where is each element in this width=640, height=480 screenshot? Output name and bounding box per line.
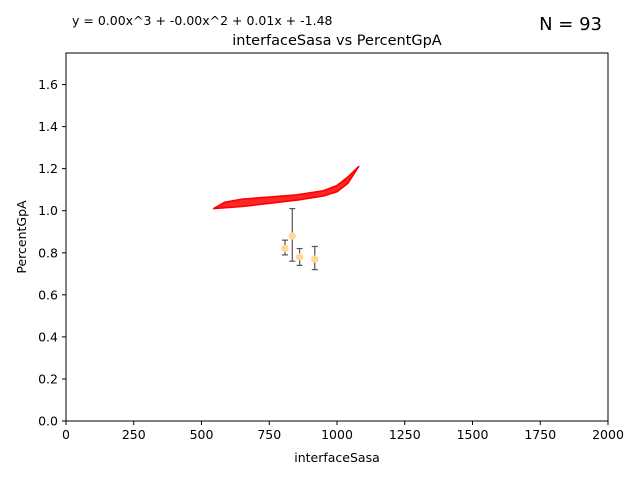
x-tick-label: 0 [62,427,70,442]
fit-curve [212,165,360,210]
plot-frame [65,52,609,422]
data-point [295,253,304,261]
x-tick-label: 1000 [321,427,353,442]
plot-area [66,53,608,421]
y-tick-label: 1.4 [38,119,58,134]
data-points [281,208,319,271]
x-tick-label: 1250 [389,427,421,442]
data-point [281,244,289,253]
x-tick-label: 750 [257,427,281,442]
x-tick-label: 250 [122,427,146,442]
data-point [288,232,296,240]
y-axis-label: PercentGpA [14,200,29,274]
x-tick-label: 1750 [524,427,556,442]
sample-count: N = 93 [539,14,602,35]
y-tick-label: 0.8 [38,245,58,260]
data-point [311,255,319,263]
y-tick-label: 0.2 [38,371,58,386]
y-tick-label: 1.0 [38,203,58,218]
y-tick-label: 1.2 [38,161,58,176]
y-tick-label: 0.0 [38,414,58,429]
y-tick-label: 0.4 [38,329,58,344]
fit-equation: y = 0.00x^3 + -0.00x^2 + 0.01x + -1.48 [72,13,333,28]
x-axis-label: interfaceSasa [294,450,380,465]
y-tick-label: 1.6 [38,77,58,92]
x-tick-label: 500 [190,427,214,442]
axis-ticks: 0 250 500 750 1000 1250 1500 1750 2000 0.0 0.2 0.4 0… [38,77,624,442]
x-tick-label: 1500 [457,427,489,442]
x-tick-label: 2000 [592,427,624,442]
y-tick-label: 0.6 [38,287,58,302]
chart-title: interfaceSasa vs PercentGpA [232,33,442,49]
fit-curve-band [212,165,360,210]
